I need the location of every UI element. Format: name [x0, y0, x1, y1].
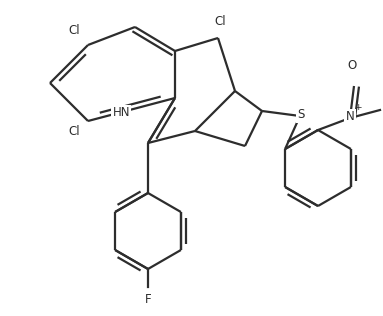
Text: N: N [345, 111, 354, 124]
Text: Cl: Cl [214, 15, 226, 28]
Text: O: O [347, 59, 357, 72]
Text: S: S [297, 108, 305, 121]
Text: F: F [145, 293, 151, 306]
Text: Cl: Cl [69, 125, 80, 138]
Text: HN: HN [113, 106, 130, 119]
Text: Cl: Cl [69, 24, 80, 37]
Text: +: + [354, 104, 362, 112]
